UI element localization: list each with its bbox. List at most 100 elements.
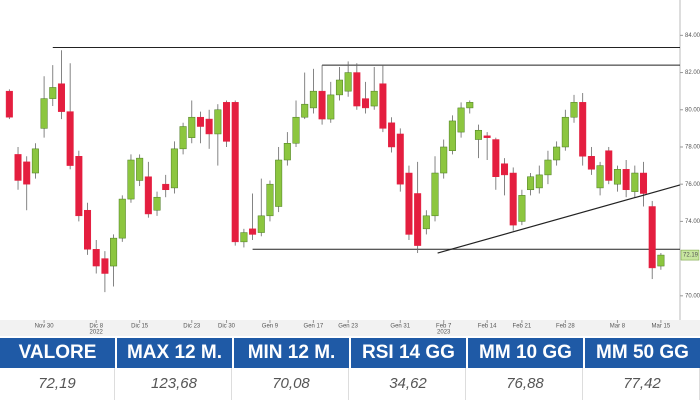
last-price-label: 72.19: [683, 253, 699, 259]
x-tick-label: Dic 15: [131, 324, 149, 330]
candle-body: [66, 111, 74, 166]
candle-body: [249, 228, 257, 235]
y-tick-label: 84.00: [685, 33, 700, 39]
table-column: VALORE 72,19: [0, 338, 115, 400]
candle-body: [414, 193, 422, 246]
candle-body: [579, 102, 587, 157]
candle-body: [379, 83, 387, 129]
x-axis-band: [0, 320, 700, 336]
x-tick-label: Dic 23: [183, 324, 201, 330]
candle-body: [631, 172, 639, 192]
candle-body: [431, 172, 439, 217]
candle-body: [657, 254, 665, 267]
candle-body: [440, 146, 448, 174]
candle-body: [422, 215, 430, 230]
candle-body: [223, 102, 231, 142]
candle-body: [327, 94, 335, 120]
candle-body: [240, 232, 248, 243]
candle-body: [622, 169, 630, 191]
y-tick-label: 78.00: [685, 145, 700, 151]
candle-body: [231, 102, 239, 243]
candle-body: [49, 87, 57, 99]
value-cell: 72,19: [0, 368, 115, 400]
x-tick-label: Nov 30: [35, 324, 55, 330]
candle-body: [605, 150, 613, 181]
x-tick-label: Gen 31: [390, 324, 410, 330]
candle-body: [596, 165, 604, 189]
candle-body: [179, 126, 187, 150]
candle-body: [31, 148, 39, 174]
candle-body: [75, 156, 83, 217]
candle-body: [535, 174, 543, 189]
x-tick-label: Mar 8: [610, 324, 626, 330]
candle-body: [640, 172, 648, 194]
candle-body: [118, 198, 126, 239]
candle-body: [23, 161, 31, 185]
candle-body: [283, 143, 291, 161]
table-column: MAX 12 M. 123,68: [117, 338, 232, 400]
candle-body: [613, 169, 621, 185]
header-cell: MM 50 GG: [585, 338, 700, 368]
value-cell: 76,88: [468, 368, 583, 400]
candle-body: [5, 90, 13, 118]
table-column: RSI 14 GG 34,62: [351, 338, 466, 400]
candle-body: [587, 156, 595, 170]
candle-body: [527, 176, 535, 191]
candle-body: [57, 83, 65, 112]
x-tick-label: Gen 9: [262, 324, 279, 330]
candle-body: [362, 98, 370, 109]
candle-body: [492, 139, 500, 177]
candle-body: [553, 146, 561, 161]
candle-body: [257, 215, 265, 233]
candle-body: [318, 90, 326, 120]
candle-body: [466, 102, 474, 109]
value-cell: 34,62: [351, 368, 466, 400]
y-tick-label: 80.00: [685, 107, 700, 113]
candle-body: [474, 129, 482, 140]
value-cell: 77,42: [585, 368, 700, 400]
x-tick-label: Feb 21: [513, 324, 532, 330]
candle-body: [292, 116, 300, 144]
x-tick-label: Dic 8: [89, 324, 103, 330]
candle-body: [388, 122, 396, 148]
x-tick-label: Feb 28: [556, 324, 575, 330]
candle-body: [144, 176, 152, 215]
candle-body: [266, 183, 274, 217]
stats-table: VALORE 72,19 MAX 12 M. 123,68 MIN 12 M. 70,08…: [0, 338, 700, 400]
candle-body: [405, 172, 413, 235]
candle-body: [127, 159, 135, 200]
candle-body: [309, 90, 317, 109]
candle-body: [162, 183, 170, 191]
y-tick-label: 82.00: [685, 70, 700, 76]
value-cell: 70,08: [234, 368, 349, 400]
candle-body: [370, 90, 378, 107]
table-column: MM 10 GG 76,88: [468, 338, 583, 400]
header-cell: VALORE: [0, 338, 115, 368]
candle-body: [92, 249, 100, 267]
candle-body: [570, 102, 578, 118]
value-cell: 123,68: [117, 368, 232, 400]
x-tick-label: Mar 15: [652, 324, 671, 330]
candle-body: [344, 72, 352, 92]
header-cell: RSI 14 GG: [351, 338, 466, 368]
year-label: 2022: [90, 330, 104, 336]
header-cell: MIN 12 M.: [234, 338, 349, 368]
candle-body: [561, 116, 569, 148]
trendline: [437, 184, 681, 254]
candle-body: [509, 172, 517, 226]
chart: 70.00 74.00 76.00 78.00 80.00 82.00 84.00 Nov 3…: [0, 0, 700, 336]
candle-body: [353, 72, 361, 107]
table-column: MIN 12 M. 70,08: [234, 338, 349, 400]
candle-body: [501, 163, 509, 176]
x-tick-label: Feb 14: [478, 324, 497, 330]
candle-body: [101, 258, 109, 274]
candle-body: [170, 148, 178, 189]
candle-body: [214, 109, 222, 135]
header-cell: MAX 12 M.: [117, 338, 232, 368]
x-tick-label: Gen 17: [304, 324, 324, 330]
table-column: MM 50 GG 77,42: [585, 338, 700, 400]
candle-body: [84, 209, 92, 250]
candle-body: [335, 79, 343, 96]
candle-body: [153, 196, 161, 211]
candle-body: [396, 133, 404, 185]
